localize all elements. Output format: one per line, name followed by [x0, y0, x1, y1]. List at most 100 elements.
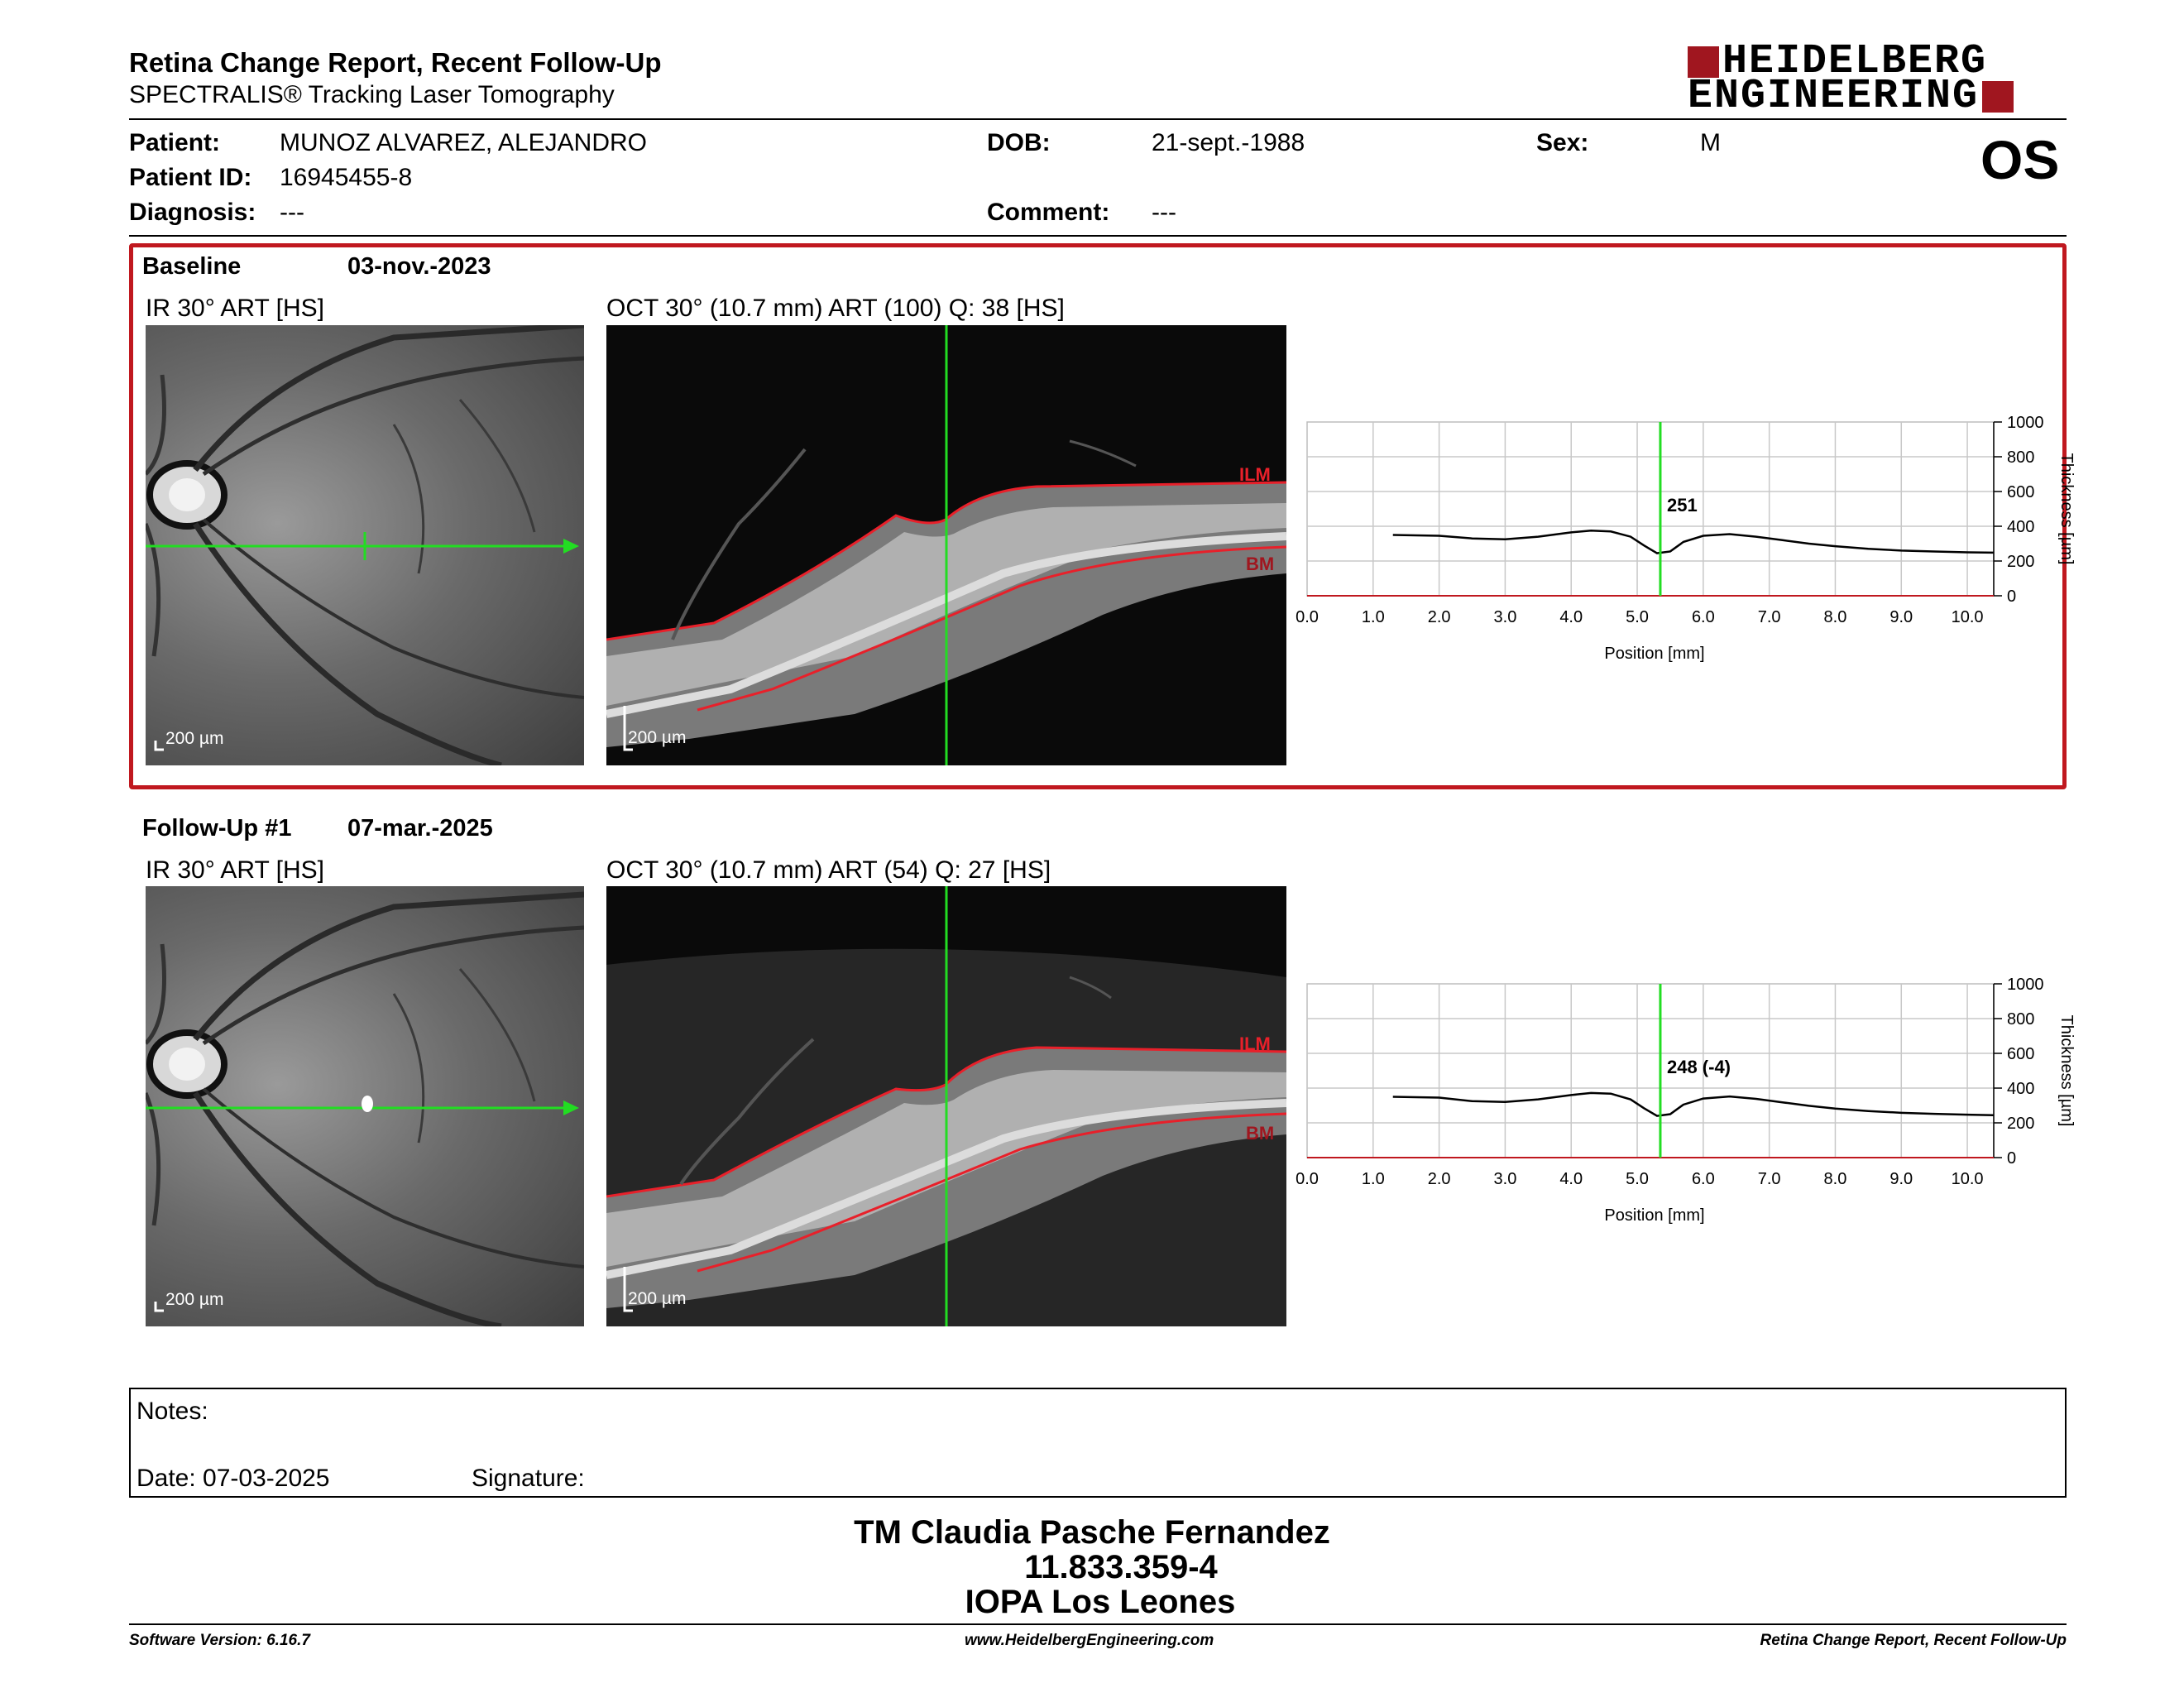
- x-tick-label: 5.0: [1626, 1170, 1649, 1188]
- thickness-series-line: [1392, 529, 1995, 554]
- marker-value-label: 251: [1667, 495, 1698, 516]
- x-tick-label: 7.0: [1758, 1170, 1781, 1188]
- y-tick-label: 400: [2007, 1080, 2034, 1098]
- x-tick-label: 3.0: [1494, 1170, 1517, 1188]
- followup-thickness-chart: 0.0 1.0 2.0 3.0 4.0 5.0 6.0 7.0 8.0 9.0 10.0 0 200 40…: [1296, 976, 2076, 1225]
- baseline-ilm-label: ILM: [1239, 464, 1271, 485]
- x-tick-label: 4.0: [1559, 1170, 1583, 1188]
- website-link[interactable]: www.HeidelbergEngineering.com: [965, 1632, 1214, 1649]
- comment-value: ---: [1152, 199, 1176, 226]
- x-tick-label: 0.0: [1296, 1170, 1319, 1188]
- followup-date: 07-mar.-2025: [347, 815, 493, 842]
- x-tick-label: 8.0: [1824, 608, 1847, 626]
- followup-oct-scale: 200 µm: [628, 1289, 687, 1308]
- y-axis-label: Thickness [µm]: [2057, 1015, 2076, 1127]
- baseline-oct-bscan-image: ILM BM 200 µm: [606, 325, 1286, 765]
- y-tick-label: 200: [2007, 1115, 2034, 1133]
- followup-ir-fundus-image: 200 µm: [146, 886, 584, 1326]
- baseline-oct-scale: 200 µm: [628, 728, 687, 747]
- logo-word-engineering: ENGINEERING: [1688, 73, 1980, 120]
- baseline-ir-title: IR 30° ART [HS]: [146, 295, 324, 322]
- notes-box[interactable]: Notes: Date: 07-03-2025 Signature:: [129, 1388, 2067, 1498]
- baseline-ir-fundus-image: 200 µm: [146, 325, 584, 765]
- logo-square-icon: [1688, 46, 1719, 78]
- marker-value-label: 248 (-4): [1667, 1057, 1731, 1077]
- x-tick-label: 0.0: [1296, 608, 1319, 626]
- x-tick-label: 4.0: [1559, 608, 1583, 626]
- baseline-date: 03-nov.-2023: [347, 253, 491, 280]
- x-tick-label: 8.0: [1824, 1170, 1847, 1188]
- y-tick-label: 800: [2007, 1010, 2034, 1029]
- comment-label: Comment:: [987, 199, 1110, 226]
- followup-fundus-drawing: [146, 891, 584, 1326]
- baseline-thickness-chart: 0.0 1.0 2.0 3.0 4.0 5.0 6.0 7.0 8.0 9.0 10.0 0 200 40…: [1296, 414, 2076, 663]
- thickness-series-line: [1392, 1091, 1995, 1117]
- header-divider: [129, 118, 2067, 120]
- diagnosis-value: ---: [280, 199, 304, 226]
- x-tick-label: 1.0: [1362, 608, 1385, 626]
- notes-label: Notes:: [136, 1398, 208, 1425]
- y-tick-label: 200: [2007, 553, 2034, 571]
- patient-id: 16945455-8: [280, 164, 413, 191]
- x-tick-label: 10.0: [1952, 1170, 1984, 1188]
- x-tick-label: 1.0: [1362, 1170, 1385, 1188]
- patient-label: Patient:: [129, 129, 221, 156]
- y-tick-label: 1000: [2007, 414, 2044, 432]
- examiner-institution: IOPA Los Leones: [965, 1584, 1236, 1620]
- x-tick-label: 7.0: [1758, 608, 1781, 626]
- x-tick-label: 10.0: [1952, 608, 1984, 626]
- logo-bottom-row: ENGINEERING: [1688, 73, 2014, 120]
- report-subtitle: SPECTRALIS® Tracking Laser Tomography: [129, 81, 615, 108]
- y-tick-label: 600: [2007, 483, 2034, 501]
- baseline-ir-scale: 200 µm: [165, 729, 224, 748]
- x-tick-label: 6.0: [1692, 608, 1715, 626]
- baseline-frame: [129, 243, 2067, 789]
- chart-frame: [1306, 421, 1995, 597]
- x-tick-label: 2.0: [1428, 608, 1451, 626]
- y-tick-label: 0: [2007, 587, 2016, 606]
- report-title: Retina Change Report, Recent Follow-Up: [129, 47, 662, 78]
- y-tick-label: 400: [2007, 518, 2034, 536]
- examiner-id: 11.833.359-4: [1024, 1549, 1218, 1585]
- sex-label: Sex:: [1536, 129, 1589, 156]
- followup-oct-title: OCT 30° (10.7 mm) ART (54) Q: 27 [HS]: [606, 856, 1051, 884]
- followup-ir-scale: 200 µm: [165, 1290, 224, 1309]
- x-axis-label: Position [mm]: [1604, 645, 1704, 663]
- followup-ilm-label: ILM: [1239, 1033, 1271, 1054]
- x-tick-label: 3.0: [1494, 608, 1517, 626]
- footer-report-name: Retina Change Report, Recent Follow-Up: [1760, 1632, 2067, 1649]
- y-tick-label: 600: [2007, 1045, 2034, 1063]
- notes-date: Date: 07-03-2025: [136, 1465, 330, 1492]
- patient-name: MUNOZ ALVAREZ, ALEJANDRO: [280, 129, 647, 156]
- x-tick-label: 2.0: [1428, 1170, 1451, 1188]
- logo-word-heidelberg: HEIDELBERG: [1722, 38, 1988, 85]
- y-axis-label: Thickness [µm]: [2057, 453, 2076, 565]
- logo-square-icon: [1982, 81, 2014, 113]
- baseline-label: Baseline: [142, 253, 242, 280]
- footer-divider: [129, 1623, 2067, 1625]
- baseline-oct-drawing: [606, 325, 1286, 765]
- y-tick-label: 0: [2007, 1149, 2016, 1168]
- y-tick-label: 800: [2007, 448, 2034, 467]
- sex-value: M: [1700, 129, 1721, 156]
- x-axis-label: Position [mm]: [1604, 1206, 1704, 1225]
- chart-frame: [1306, 983, 1995, 1158]
- patient-divider: [129, 235, 2067, 237]
- x-tick-label: 5.0: [1626, 608, 1649, 626]
- followup-oct-drawing: [606, 886, 1286, 1326]
- followup-oct-bscan-image: ILM BM 200 µm: [606, 886, 1286, 1326]
- y-tick-label: 1000: [2007, 976, 2044, 994]
- signature-label: Signature:: [472, 1465, 585, 1492]
- followup-bm-label: BM: [1246, 1123, 1275, 1144]
- dob-label: DOB:: [987, 129, 1051, 156]
- baseline-oct-title: OCT 30° (10.7 mm) ART (100) Q: 38 [HS]: [606, 295, 1065, 322]
- followup-label: Follow-Up #1: [142, 815, 292, 842]
- software-version: Software Version: 6.16.7: [129, 1632, 310, 1649]
- x-tick-label: 9.0: [1889, 608, 1913, 626]
- dob-value: 21-sept.-1988: [1152, 129, 1305, 156]
- logo-top-row: HEIDELBERG: [1688, 38, 1988, 85]
- baseline-bm-label: BM: [1246, 554, 1275, 574]
- baseline-fundus-drawing: [146, 325, 584, 765]
- patient-id-label: Patient ID:: [129, 164, 252, 191]
- x-tick-label: 9.0: [1889, 1170, 1913, 1188]
